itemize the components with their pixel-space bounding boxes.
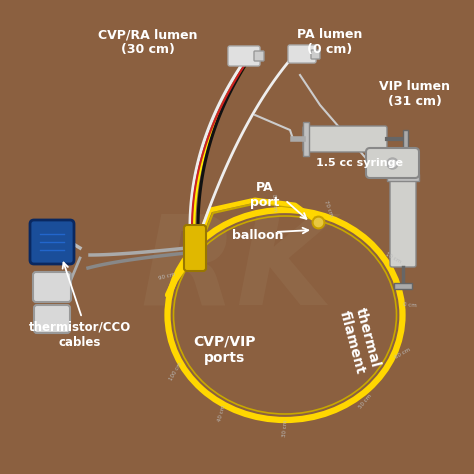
- Text: VIP lumen
(31 cm): VIP lumen (31 cm): [380, 80, 450, 108]
- FancyBboxPatch shape: [184, 225, 206, 271]
- Bar: [394, 283, 412, 289]
- FancyBboxPatch shape: [303, 126, 387, 152]
- Bar: [387, 174, 419, 181]
- Text: 1.5 cc syringe: 1.5 cc syringe: [317, 158, 403, 168]
- Text: 50 cm: 50 cm: [358, 393, 373, 410]
- Text: 100 cm: 100 cm: [169, 361, 183, 382]
- FancyBboxPatch shape: [311, 50, 320, 59]
- Bar: [303, 122, 309, 156]
- Text: CVP/VIP
ports: CVP/VIP ports: [194, 335, 256, 365]
- Text: 90 cm: 90 cm: [158, 272, 176, 281]
- FancyBboxPatch shape: [33, 272, 71, 302]
- FancyBboxPatch shape: [390, 168, 416, 267]
- Text: PA
port: PA port: [250, 181, 280, 209]
- Text: 30 cm: 30 cm: [282, 419, 288, 437]
- Text: 80 cm: 80 cm: [271, 193, 277, 211]
- Text: 0 cm: 0 cm: [403, 302, 417, 308]
- Text: 10 cm: 10 cm: [385, 252, 402, 265]
- FancyBboxPatch shape: [34, 305, 70, 333]
- FancyBboxPatch shape: [366, 148, 419, 178]
- Text: 40 cm: 40 cm: [218, 404, 227, 422]
- FancyBboxPatch shape: [30, 220, 74, 264]
- Text: 70 cm: 70 cm: [323, 200, 333, 218]
- Text: thermal
filament: thermal filament: [337, 305, 383, 375]
- Text: CVP/RA lumen
(30 cm): CVP/RA lumen (30 cm): [98, 28, 198, 56]
- FancyBboxPatch shape: [254, 51, 264, 61]
- Text: 60 cm: 60 cm: [394, 347, 411, 360]
- Text: PA lumen
(0 cm): PA lumen (0 cm): [297, 28, 363, 56]
- Text: balloon: balloon: [232, 228, 284, 241]
- FancyBboxPatch shape: [288, 45, 316, 63]
- Text: thermistor/CCO
cables: thermistor/CCO cables: [29, 321, 131, 349]
- Bar: [403, 130, 408, 148]
- FancyBboxPatch shape: [228, 46, 260, 66]
- Text: RK: RK: [140, 210, 334, 330]
